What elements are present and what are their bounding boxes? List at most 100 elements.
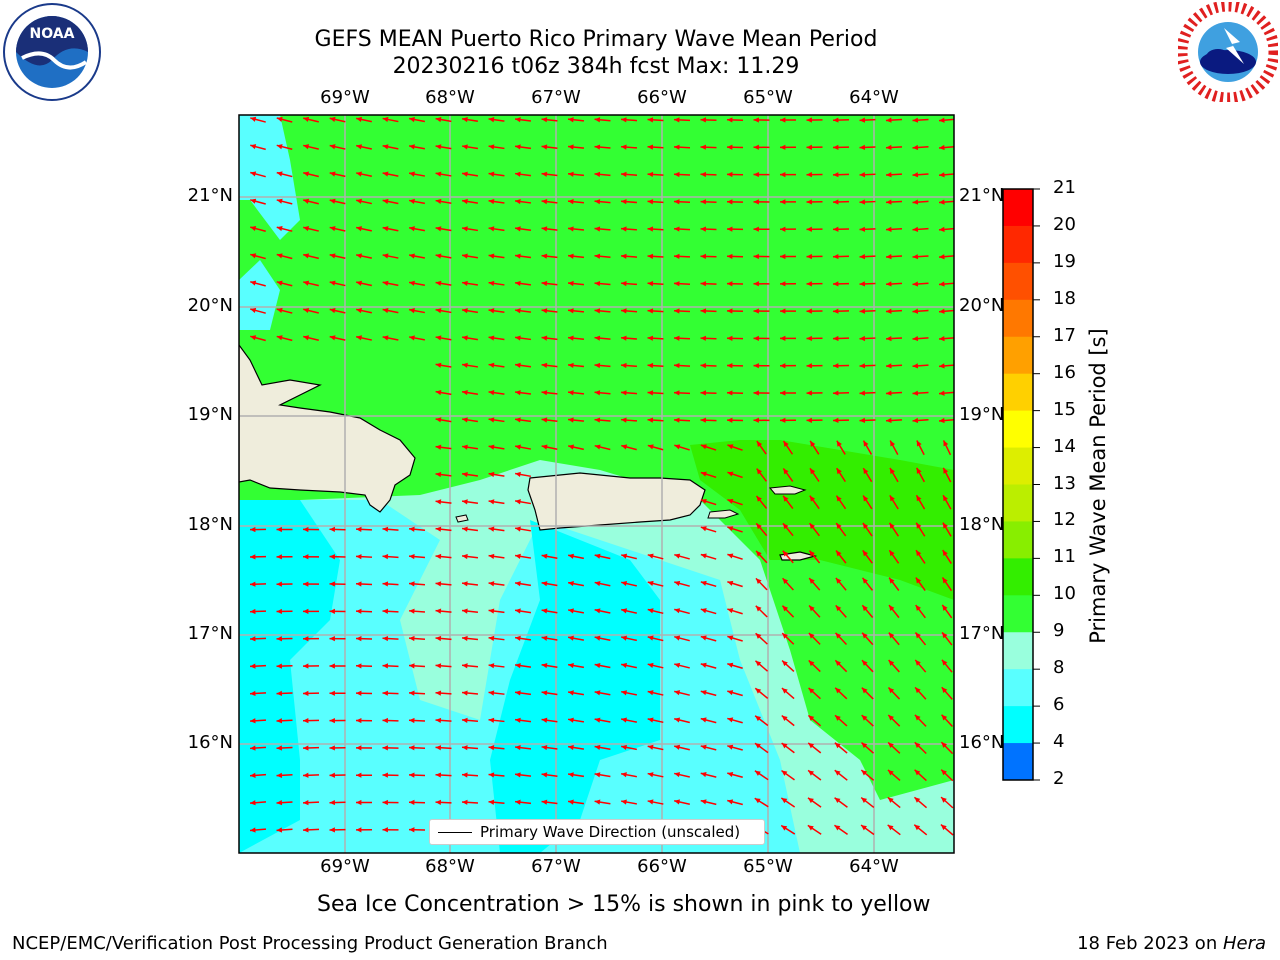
- wave-direction-arrow: [541, 390, 558, 396]
- wave-direction-arrow: [700, 744, 717, 751]
- wave-direction-arrow: [514, 635, 532, 641]
- wave-direction-arrow: [806, 417, 823, 423]
- wave-direction-arrow: [700, 199, 717, 205]
- wave-direction-arrow: [461, 444, 479, 450]
- wave-direction-arrow: [541, 253, 558, 259]
- wave-direction-arrow: [888, 604, 900, 619]
- wave-direction-arrow: [806, 253, 823, 260]
- wave-direction-arrow: [329, 799, 346, 806]
- wave-direction-arrow: [779, 253, 797, 260]
- wave-direction-arrow: [755, 577, 768, 591]
- wave-direction-arrow: [488, 799, 505, 805]
- wave-direction-arrow: [754, 715, 769, 727]
- sea-ice-note: Sea Ice Concentration > 15% is shown in …: [317, 892, 931, 917]
- wave-direction-arrow: [514, 745, 532, 751]
- wave-direction-arrow: [620, 335, 638, 341]
- wave-direction-arrow: [915, 577, 926, 592]
- wave-direction-arrow: [382, 253, 399, 259]
- wave-direction-arrow: [356, 253, 372, 259]
- wave-direction-arrow: [942, 522, 952, 537]
- wave-direction-arrow: [885, 390, 903, 396]
- wave-direction-arrow: [594, 417, 611, 423]
- wave-direction-arrow: [781, 714, 795, 727]
- wave-direction-arrow: [356, 308, 372, 314]
- wave-direction-arrow: [647, 226, 664, 232]
- wave-direction-arrow: [938, 281, 954, 287]
- wave-direction-arrow: [673, 281, 691, 287]
- wave-direction-arrow: [620, 253, 638, 259]
- wave-direction-arrow: [859, 281, 876, 287]
- wave-direction-arrow: [329, 335, 346, 341]
- wave-direction-arrow: [835, 495, 847, 510]
- wave-direction-arrow: [594, 799, 611, 805]
- wave-direction-arrow: [782, 440, 794, 455]
- wave-direction-arrow: [836, 467, 846, 483]
- wave-direction-arrow: [408, 581, 426, 587]
- wave-direction-arrow: [329, 253, 346, 259]
- wave-direction-arrow: [912, 254, 929, 260]
- wave-direction-arrow: [461, 635, 479, 642]
- wave-direction-arrow: [885, 254, 903, 260]
- wave-direction-arrow: [888, 522, 900, 537]
- wave-direction-arrow: [889, 495, 899, 510]
- wave-direction-arrow: [461, 799, 479, 805]
- wave-direction-arrow: [832, 390, 850, 396]
- colorbar-segment: [1003, 225, 1033, 264]
- wave-direction-arrow: [859, 144, 876, 151]
- wave-direction-arrow: [808, 659, 821, 673]
- wave-direction-arrow: [647, 144, 664, 150]
- wave-direction-arrow: [276, 116, 293, 123]
- lat-tick-label: 18°N: [959, 514, 1005, 535]
- wave-direction-arrow: [514, 499, 532, 505]
- wave-direction-arrow: [356, 226, 372, 232]
- colorbar-segment: [1003, 669, 1033, 707]
- wave-direction-arrow: [753, 171, 770, 178]
- wave-direction-arrow: [941, 577, 953, 592]
- wave-direction-arrow: [779, 335, 797, 342]
- wave-direction-arrow: [885, 117, 903, 123]
- wave-direction-arrow: [753, 308, 770, 314]
- wave-direction-arrow: [755, 605, 768, 618]
- wave-direction-arrow: [781, 769, 795, 781]
- wave-direction-arrow: [832, 335, 850, 342]
- wave-direction-arrow: [488, 471, 505, 478]
- wave-direction-arrow: [541, 581, 558, 587]
- wave-direction-arrow: [621, 744, 637, 751]
- lat-tick-label: 20°N: [959, 295, 1005, 316]
- wave-direction-arrow: [700, 390, 717, 396]
- wave-direction-arrow: [249, 800, 267, 806]
- period-region-6-8s-nw: [239, 260, 280, 330]
- wave-direction-arrow: [726, 117, 744, 123]
- wave-direction-arrow: [355, 526, 373, 532]
- wave-direction-arrow: [647, 553, 664, 560]
- wave-direction-arrow: [594, 690, 611, 696]
- wave-direction-arrow: [488, 690, 505, 696]
- wave-direction-arrow: [541, 608, 558, 614]
- wave-direction-arrow: [912, 335, 929, 342]
- wave-direction-arrow: [356, 198, 372, 205]
- wave-direction-arrow: [435, 690, 452, 696]
- wave-direction-arrow: [567, 772, 585, 778]
- wave-direction-arrow: [834, 769, 848, 781]
- lon-tick-label: 67°W: [531, 87, 581, 108]
- wave-direction-arrow: [727, 690, 743, 697]
- wave-direction-arrow: [382, 171, 399, 177]
- wave-direction-arrow: [860, 796, 875, 809]
- wave-direction-arrow: [435, 280, 452, 286]
- colorbar-segment: [1003, 189, 1033, 227]
- wave-direction-arrow: [942, 549, 952, 564]
- wave-direction-arrow: [806, 281, 823, 287]
- wave-direction-arrow: [700, 471, 717, 479]
- wave-direction-arrow: [355, 827, 373, 833]
- wave-direction-arrow: [834, 797, 848, 808]
- wave-direction-arrow: [889, 440, 899, 455]
- wave-direction-arrow: [862, 522, 873, 537]
- noaa-logo-text: NOAA: [30, 26, 75, 42]
- wave-direction-arrow: [647, 635, 664, 642]
- wave-direction-arrow: [568, 553, 584, 560]
- wave-direction-arrow: [755, 632, 768, 645]
- wave-direction-arrow: [488, 144, 505, 150]
- wave-direction-arrow: [807, 742, 822, 754]
- wave-direction-arrow: [356, 280, 372, 287]
- wave-direction-arrow: [541, 717, 558, 723]
